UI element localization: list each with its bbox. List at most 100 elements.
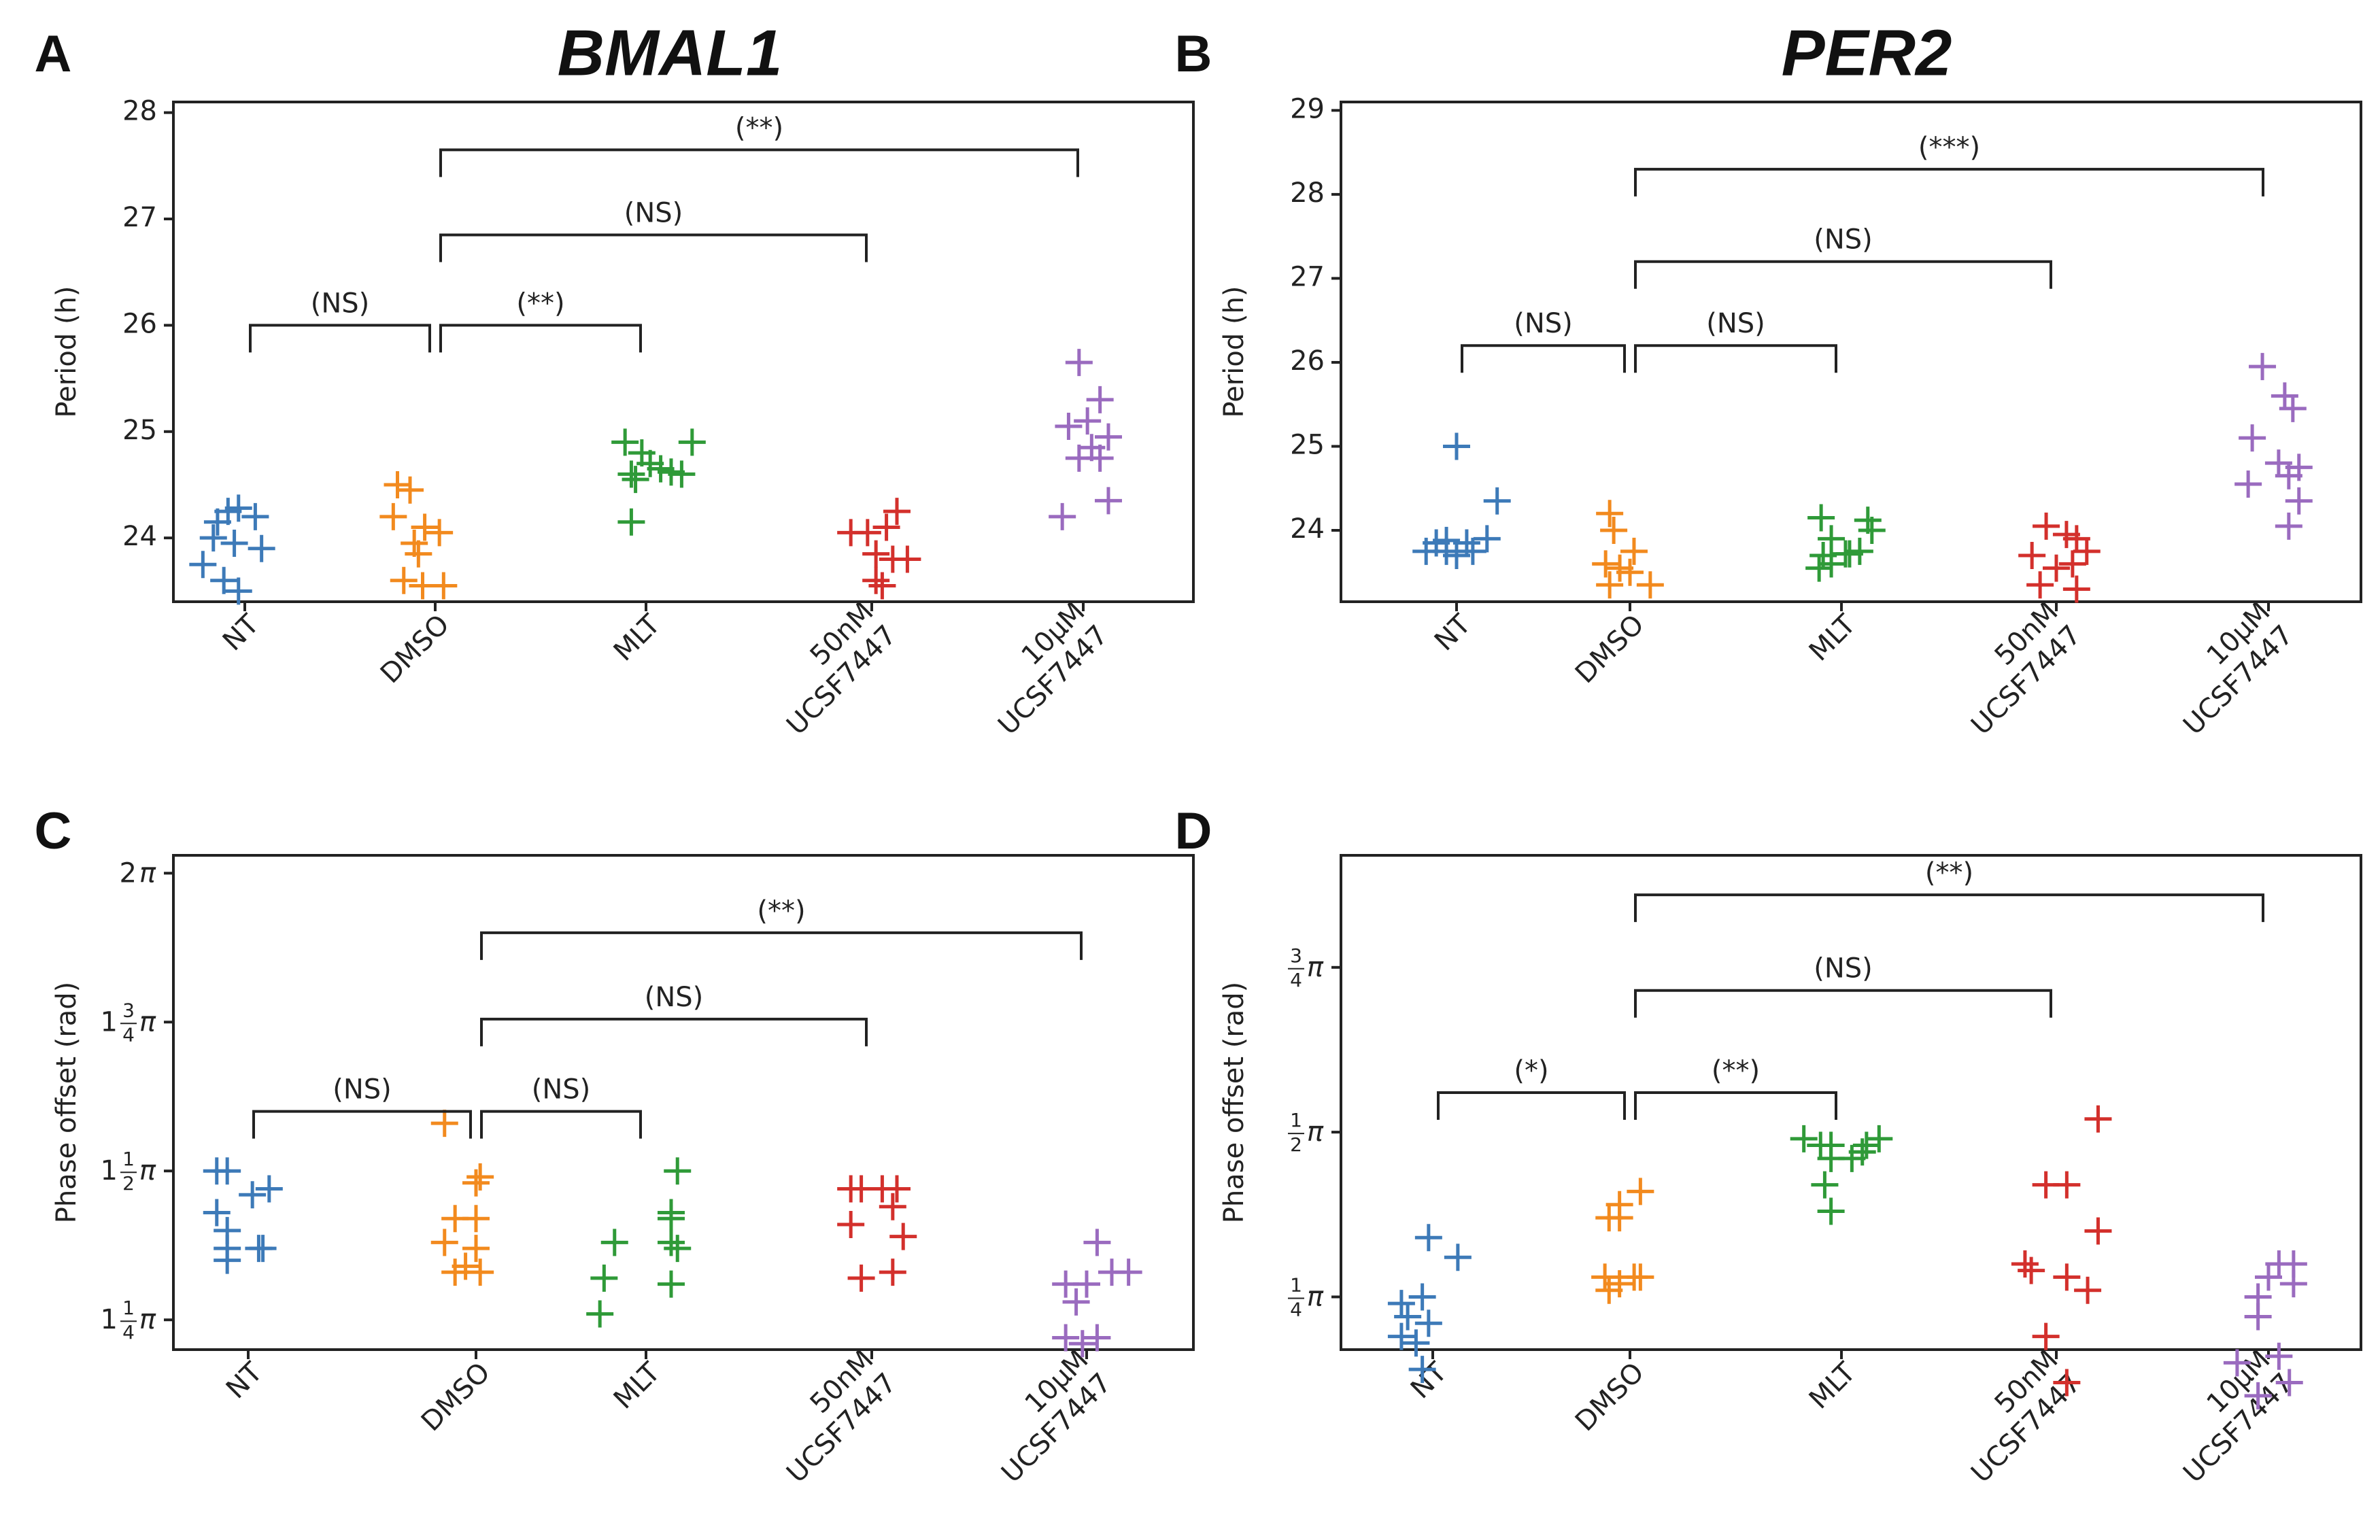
panel-title: PER2 <box>1782 16 1952 89</box>
data-point <box>1852 1131 1880 1159</box>
data-point <box>430 1110 458 1137</box>
y-tick-denominator: 4 <box>1290 969 1302 991</box>
significance-label: (*) <box>1514 1055 1548 1086</box>
data-point <box>1616 558 1644 586</box>
data-point <box>1062 1288 1090 1316</box>
data-point <box>1627 1263 1654 1291</box>
y-tick-denominator: 2 <box>122 1172 135 1195</box>
data-point <box>872 513 900 541</box>
data-point <box>430 572 458 600</box>
significance-bracket <box>480 1110 642 1139</box>
data-point <box>1865 1125 1893 1152</box>
data-point <box>210 566 238 594</box>
data-point <box>879 1193 906 1220</box>
data-point <box>2244 1303 2272 1331</box>
data-point <box>664 1235 692 1263</box>
y-tick-pi: π <box>1307 1116 1324 1148</box>
y-tick-label: 26 <box>1290 345 1325 377</box>
series-3 <box>837 1175 917 1292</box>
data-point <box>657 1199 685 1227</box>
data-point <box>847 1264 875 1292</box>
data-point <box>2058 550 2086 578</box>
data-point <box>2043 554 2070 582</box>
data-point <box>2285 487 2313 515</box>
data-point <box>883 498 911 526</box>
significance-bracket <box>439 233 868 262</box>
y-tick-pi: π <box>1307 952 1324 983</box>
data-point <box>1835 540 1863 568</box>
series-1 <box>1591 1178 1654 1304</box>
data-point <box>1443 542 1470 570</box>
data-point <box>617 508 645 536</box>
data-point <box>396 476 424 504</box>
y-tick-label: 28 <box>1290 177 1325 209</box>
data-point <box>622 466 649 494</box>
data-point <box>1414 1310 1442 1337</box>
significance-bracket <box>1634 260 2052 289</box>
data-point <box>2275 512 2302 540</box>
data-point <box>411 513 439 541</box>
data-point <box>1790 1125 1818 1152</box>
data-point <box>390 566 418 594</box>
data-point <box>657 1229 685 1256</box>
y-tick-label: 29 <box>1290 93 1325 124</box>
data-point <box>1848 1138 1876 1166</box>
data-point <box>2279 1270 2307 1298</box>
data-point <box>1596 500 1624 528</box>
y-tick-denominator: 4 <box>1290 1298 1302 1320</box>
significance-label: (NS) <box>1706 308 1765 339</box>
series-0 <box>1412 432 1511 570</box>
data-point <box>1083 1229 1111 1256</box>
y-tick-label: π14 <box>1288 1273 1324 1320</box>
data-point <box>678 428 706 456</box>
significance-bracket <box>1437 1091 1626 1120</box>
data-point <box>837 1211 865 1239</box>
series-0 <box>1387 1224 1472 1384</box>
y-tick-pi: π <box>139 1304 156 1335</box>
data-point <box>1605 1204 1633 1232</box>
data-point <box>1818 525 1846 553</box>
significance-label: (NS) <box>311 288 370 319</box>
data-point <box>2053 1263 2081 1291</box>
series-0 <box>189 494 275 605</box>
significance-bracket <box>439 148 1079 177</box>
data-point <box>441 1259 469 1286</box>
data-point <box>1387 1290 1415 1318</box>
data-point <box>2239 424 2266 452</box>
data-point <box>853 519 881 547</box>
series-2 <box>611 428 706 536</box>
y-axis-label: Period (h) <box>51 286 82 417</box>
data-point <box>1811 1171 1839 1199</box>
series-3 <box>2018 512 2101 603</box>
data-point <box>1083 1324 1111 1352</box>
y-tick-label: 28 <box>122 96 157 127</box>
data-point <box>894 545 921 573</box>
significance-label: (**) <box>735 112 783 143</box>
data-point <box>1592 550 1620 578</box>
data-point <box>2018 542 2046 570</box>
plot-frame <box>1340 854 2362 1351</box>
data-point <box>1473 525 1501 553</box>
data-point <box>1807 504 1835 532</box>
data-point <box>1068 1330 1096 1358</box>
data-point <box>426 519 454 547</box>
series-2 <box>1790 1125 1893 1225</box>
data-point <box>1086 444 1114 472</box>
y-axis-label: Period (h) <box>1219 286 1250 417</box>
significance-label: (NS) <box>333 1074 392 1106</box>
significance-bracket <box>480 931 1083 960</box>
data-point <box>203 1199 231 1227</box>
significance-bracket <box>1634 167 2264 196</box>
significance-bracket <box>1634 893 2264 923</box>
data-point <box>214 1246 241 1274</box>
y-tick-whole: 1 <box>101 1304 118 1335</box>
significance-bracket <box>1634 989 2052 1018</box>
data-point <box>224 494 252 522</box>
series-4 <box>2234 353 2313 540</box>
series-3 <box>2011 1105 2112 1397</box>
data-point <box>883 1175 911 1203</box>
y-tick-label: 27 <box>1290 261 1325 292</box>
data-point <box>466 1163 494 1191</box>
